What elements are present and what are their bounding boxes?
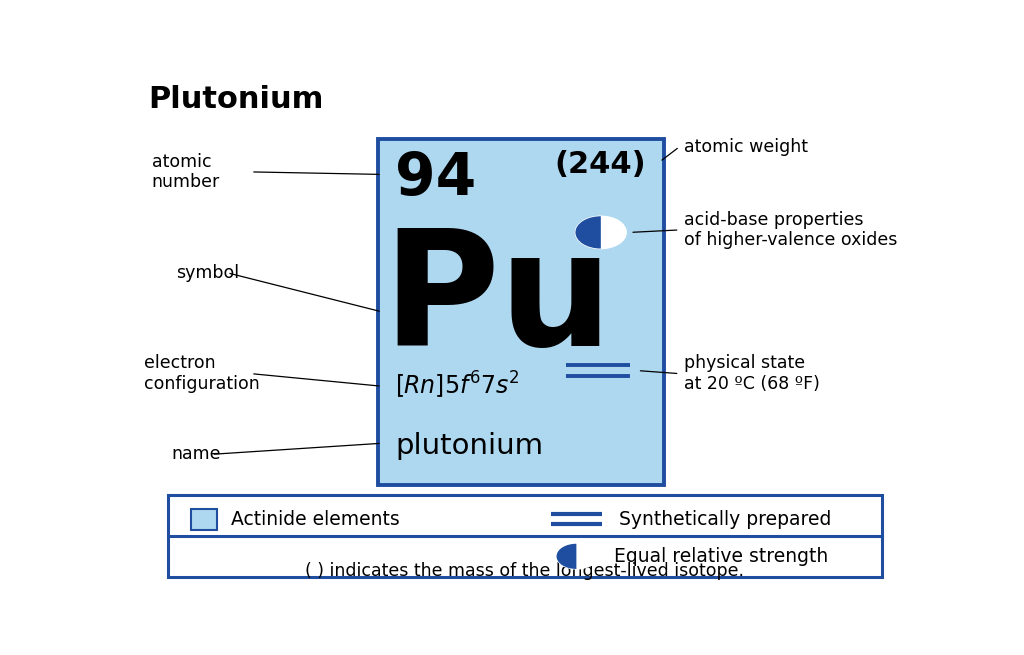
Text: electron
configuration: electron configuration (143, 354, 260, 393)
Text: Synthetically prepared: Synthetically prepared (620, 510, 831, 529)
Text: (244): (244) (555, 150, 646, 179)
Text: Actinide elements: Actinide elements (231, 510, 400, 529)
Text: plutonium: plutonium (395, 432, 544, 460)
Bar (191, 508, 217, 530)
Bar (168, 495, 882, 577)
Text: symbol: symbol (176, 264, 239, 282)
Text: atomic weight: atomic weight (684, 138, 808, 156)
Text: name: name (172, 445, 221, 463)
Text: 94: 94 (395, 150, 477, 207)
Circle shape (556, 544, 596, 569)
Text: Equal relative strength: Equal relative strength (613, 547, 828, 566)
Text: ( ) indicates the mass of the longest-lived isotope.: ( ) indicates the mass of the longest-li… (305, 563, 744, 580)
Text: atomic
number: atomic number (152, 153, 220, 191)
Text: acid-base properties
of higher-valence oxides: acid-base properties of higher-valence o… (684, 210, 897, 250)
Text: Pu: Pu (383, 224, 613, 379)
Wedge shape (556, 544, 577, 569)
Text: physical state
at 20 ºC (68 ºF): physical state at 20 ºC (68 ºF) (684, 354, 819, 393)
Text: Plutonium: Plutonium (147, 84, 324, 114)
Bar (378, 139, 664, 485)
Wedge shape (575, 216, 601, 248)
Text: $\mathit{[Rn]5f^67s^2}$: $\mathit{[Rn]5f^67s^2}$ (395, 370, 520, 402)
Circle shape (575, 216, 627, 248)
